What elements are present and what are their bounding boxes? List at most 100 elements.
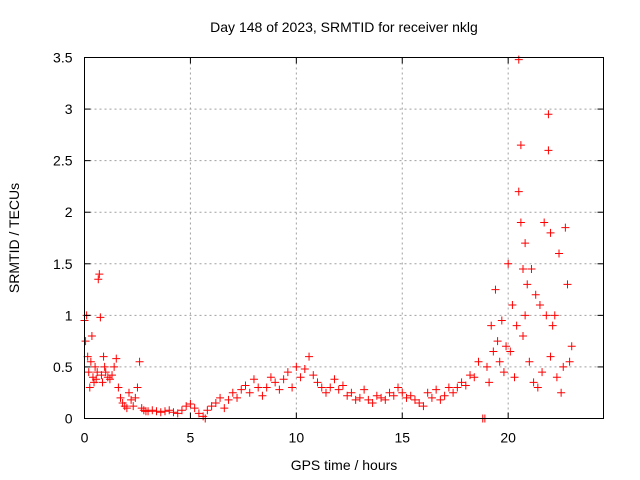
data-point <box>555 249 564 258</box>
grid <box>84 57 604 419</box>
data-point <box>385 388 394 397</box>
data-point <box>519 331 528 340</box>
data-point <box>105 375 114 384</box>
x-tick-label: 5 <box>187 430 195 446</box>
data-point <box>372 391 381 400</box>
data-point <box>275 385 284 394</box>
data-point <box>137 404 146 413</box>
data-point <box>487 321 496 330</box>
data-point <box>144 407 153 416</box>
data-point <box>527 264 536 273</box>
data-point <box>406 391 415 400</box>
data-point <box>131 393 140 402</box>
x-tick-label: 10 <box>289 430 305 446</box>
data-point <box>99 352 108 361</box>
data-point <box>470 373 479 382</box>
data-point <box>514 187 523 196</box>
data-point <box>436 395 445 404</box>
data-point <box>305 352 314 361</box>
data-point <box>347 388 356 397</box>
data-point <box>360 385 369 394</box>
y-tick-label: 0 <box>65 411 73 427</box>
data-point <box>97 371 106 380</box>
y-tick-label: 3 <box>65 101 73 117</box>
data-point <box>415 399 424 408</box>
data-point <box>449 388 458 397</box>
data-point <box>98 378 107 387</box>
data-point <box>565 357 574 366</box>
data-point <box>156 408 165 417</box>
data-point <box>87 331 96 340</box>
data-point <box>100 362 109 371</box>
data-point <box>116 393 125 402</box>
data-point <box>262 383 271 392</box>
data-point <box>567 342 576 351</box>
data-point <box>245 388 254 397</box>
data-point <box>419 402 428 411</box>
data-point <box>499 368 508 377</box>
data-point <box>423 388 432 397</box>
data-point <box>249 375 258 384</box>
data-point <box>514 55 523 64</box>
data-point <box>127 395 136 404</box>
data-point <box>207 402 216 411</box>
data-point <box>182 402 191 411</box>
data-point <box>466 371 475 380</box>
data-point <box>309 371 318 380</box>
data-point <box>542 311 551 320</box>
data-point <box>103 373 112 382</box>
data-point <box>173 409 182 418</box>
data-point <box>546 352 555 361</box>
data-point <box>254 383 263 392</box>
data-point <box>489 347 498 356</box>
data-point <box>110 362 119 371</box>
data-point <box>491 285 500 294</box>
data-point <box>83 352 92 361</box>
data-point <box>482 362 491 371</box>
data-point <box>525 357 534 366</box>
data-point <box>521 311 530 320</box>
data-point <box>561 223 570 232</box>
data-point <box>313 378 322 387</box>
axis-ticks: 0 5 10 15 20 0 0.5 1 1.5 2 2.5 3 3.5 <box>53 50 604 446</box>
data-point <box>94 275 103 284</box>
data-point <box>432 385 441 394</box>
data-point <box>495 357 504 366</box>
y-tick-label: 1 <box>65 307 73 323</box>
data-point <box>220 404 229 413</box>
data-point <box>228 388 237 397</box>
data-point <box>368 399 377 408</box>
data-point <box>540 218 549 227</box>
data-point <box>338 381 347 390</box>
y-tick-label: 1.5 <box>53 256 73 272</box>
x-tick-label: 15 <box>394 430 410 446</box>
y-tick-label: 3.5 <box>53 50 73 66</box>
data-point <box>516 141 525 150</box>
data-point <box>516 218 525 227</box>
data-point <box>133 383 142 392</box>
data-point <box>160 407 169 416</box>
data-point <box>165 406 174 415</box>
data-point <box>92 375 101 384</box>
data-point <box>364 395 373 404</box>
data-point <box>326 383 335 392</box>
data-point <box>394 383 403 392</box>
data-point <box>506 347 515 356</box>
data-point <box>169 408 178 417</box>
chart-title: Day 148 of 2023, SRMTID for receiver nkl… <box>210 19 478 35</box>
data-point <box>190 404 199 413</box>
data-point <box>512 321 521 330</box>
data-point <box>95 270 104 279</box>
data-point <box>233 393 242 402</box>
y-axis-label: SRMTID / TECUs <box>6 183 22 293</box>
data-point <box>398 388 407 397</box>
data-point <box>279 375 288 384</box>
data-point <box>124 388 133 397</box>
data-point <box>461 381 470 390</box>
data-point <box>533 383 542 392</box>
data-point <box>199 412 208 421</box>
data-point <box>224 395 233 404</box>
data-point <box>521 239 530 248</box>
data-point <box>148 406 157 415</box>
